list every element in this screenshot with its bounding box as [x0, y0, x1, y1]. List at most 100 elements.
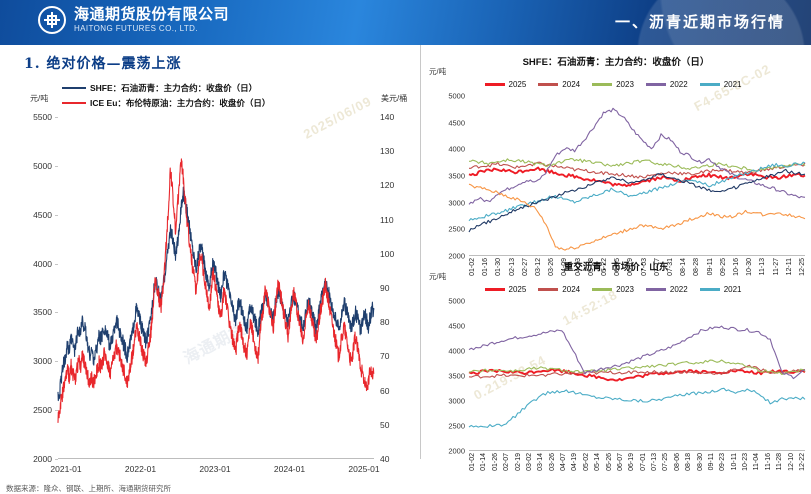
x-tick: 11-16: [764, 453, 772, 471]
left-chart-legend: SHFE：石油沥青：主力合约：收盘价（日） ICE Eu：布伦特原油：主力合约：…: [62, 82, 270, 112]
x-tick: 12-10: [787, 453, 795, 471]
legend-swatch-brent: [62, 101, 86, 105]
left-y-tick: 3500: [33, 307, 52, 318]
x-tick: 07-13: [651, 453, 659, 471]
left-y-tick: 5000: [33, 160, 52, 171]
y-tick: 2500: [448, 421, 465, 431]
x-tick: 09-23: [719, 453, 727, 471]
shandong-price-unit: 元/吨: [429, 272, 447, 281]
y-tick: 4500: [448, 321, 465, 331]
left-x-tick: 2021-01: [50, 464, 82, 474]
x-tick: 03-26: [548, 453, 556, 471]
left-y-tick: 4000: [33, 258, 52, 269]
left-y-tick-mark: [55, 459, 58, 460]
right-y-tick: 120: [380, 180, 395, 191]
legend-item-2022[interactable]: 2022: [645, 80, 688, 89]
brand-name-cn: 海通期货股份有限公司: [74, 4, 230, 23]
x-tick: 12-22: [799, 453, 806, 471]
legend-swatch: [699, 288, 720, 291]
left-x-tick: 2025-01: [348, 464, 380, 474]
legend-label: 2023: [616, 285, 634, 294]
x-tick: 06-19: [628, 453, 636, 471]
legend-swatch: [699, 83, 720, 86]
left-x-tick: 2024-01: [273, 464, 306, 474]
legend-item-2025[interactable]: 2025: [484, 285, 527, 294]
shfe-seasonal-title: SHFE：石油沥青：主力合约：收盘价（日）: [522, 57, 710, 68]
shfe-seasonal-panel: SHFE：石油沥青：主力合约：收盘价（日） 元/吨 2025 2024 2023 20…: [421, 50, 811, 276]
right-y-tick: 110: [380, 214, 394, 225]
legend-label: 2025: [508, 285, 527, 294]
legend-swatch: [592, 83, 613, 86]
x-tick: 10-23: [742, 453, 750, 471]
left-x-tick: 2022-01: [124, 464, 157, 474]
legend-item-2021[interactable]: 2021: [699, 80, 741, 89]
x-tick: 08-18: [685, 453, 693, 471]
legend-label: 2022: [669, 80, 688, 89]
x-tick: 01-02: [469, 453, 476, 471]
x-tick: 05-26: [605, 453, 613, 471]
legend-item-2021[interactable]: 2021: [699, 285, 742, 294]
shandong-price-panel: 重交沥青：市场价：山东 元/吨 2025 2024 2023 2022 2021 01-…: [421, 255, 811, 471]
left-x-tick: 2023-01: [199, 464, 231, 474]
x-tick: 02-07: [503, 453, 511, 471]
left-y-tick-mark: [55, 263, 58, 265]
x-tick: 04-07: [560, 453, 568, 471]
legend-swatch: [484, 288, 505, 291]
panel-divider: [420, 45, 421, 459]
left-y-tick-mark: [55, 410, 58, 412]
x-tick: 10-11: [730, 453, 738, 471]
haitong-circle-logo-icon: [38, 6, 66, 34]
shfe-seasonal-legend: 2025 2024 2023 2022 2021: [421, 80, 805, 92]
x-tick: 09-11: [707, 453, 715, 471]
right-axis-unit: 美元/桶: [381, 94, 408, 103]
legend-item-shfe: SHFE：石油沥青：主力合约：收盘价（日）: [62, 82, 270, 94]
right-y-tick: 90: [380, 283, 390, 293]
y-tick: 2500: [448, 224, 465, 234]
legend-swatch: [645, 83, 666, 86]
legend-item-2025[interactable]: 2025: [484, 80, 527, 89]
shfe-seasonal-chart: 01-02 01-16 01-30 02-13 02-27 03-12 03-26 04-09…: [448, 92, 806, 276]
x-tick: 01-14: [480, 453, 488, 471]
legend-swatch: [538, 288, 559, 291]
y-tick: 3500: [448, 371, 465, 381]
y-tick: 5000: [448, 91, 465, 101]
y-tick: 2000: [448, 446, 465, 456]
left-y-tick: 3000: [33, 356, 52, 367]
right-y-tick: 80: [380, 317, 390, 328]
x-tick: 06-07: [616, 453, 624, 471]
x-tick: 05-02: [582, 453, 590, 471]
brand-name-en: HAITONG FUTURES CO., LTD.: [74, 23, 198, 33]
legend-item-2024[interactable]: 2024: [538, 285, 580, 294]
x-tick: 03-02: [525, 453, 533, 471]
right-y-tick: 40: [380, 454, 390, 464]
x-tick: 11-28: [776, 453, 784, 471]
left-y-tick-mark: [55, 165, 58, 167]
legend-item-2024[interactable]: 2024: [538, 80, 580, 89]
legend-swatch: [645, 288, 666, 291]
y-tick: 3500: [448, 171, 465, 181]
x-tick: 01-26: [491, 453, 499, 471]
legend-item-2023[interactable]: 2023: [592, 285, 634, 294]
left-y-tick-mark: [55, 117, 58, 118]
right-y-tick: 60: [380, 385, 390, 396]
x-tick: 08-06: [673, 453, 681, 471]
absolute-price-chart: 2000 2500 3000 3500 4000 4500 5000 5500 40 50 60 70…: [33, 112, 394, 474]
left-y-tick: 2000: [33, 454, 52, 464]
x-tick: 04-19: [571, 453, 579, 471]
left-y-tick: 5500: [33, 112, 52, 122]
legend-item-2022[interactable]: 2022: [645, 285, 688, 294]
legend-item-2023[interactable]: 2023: [592, 80, 634, 89]
legend-label: 2025: [508, 80, 527, 89]
left-panel: 1. 绝对价格—震荡上涨 元/吨 美元/桶 SHFE：石油沥青：主力合约：收盘价…: [0, 45, 420, 493]
y-tick: 4500: [448, 118, 465, 128]
y-tick: 2000: [448, 251, 465, 261]
y-tick: 4000: [448, 144, 465, 154]
legend-label: 2021: [723, 285, 742, 294]
left-y-tick: 2500: [33, 405, 52, 416]
left-y-tick-mark: [55, 361, 58, 363]
left-y-tick: 4500: [33, 209, 52, 220]
legend-label: 2024: [562, 285, 581, 294]
shandong-price-chart: 01-02 01-14 01-26 02-07 02-19 03-02 03-14 03-26…: [448, 297, 806, 471]
legend-label: 2024: [562, 80, 581, 89]
